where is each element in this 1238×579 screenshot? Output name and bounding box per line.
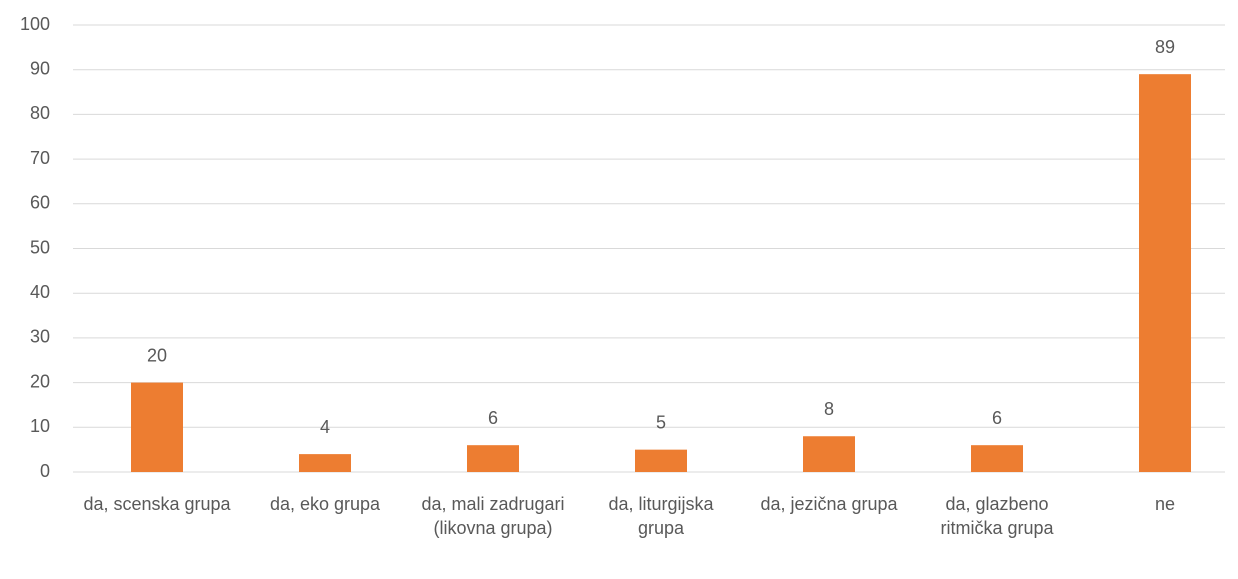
y-tick-label: 0 [40, 461, 50, 481]
bar [467, 445, 519, 472]
bar [635, 449, 687, 472]
y-tick-label: 60 [30, 193, 50, 213]
x-tick-label: da, glazbeno ritmička grupa [940, 494, 1054, 538]
x-tick-label: da, jezična grupa [760, 494, 898, 514]
data-label: 20 [147, 345, 167, 365]
x-tick-label: ne [1154, 494, 1176, 514]
bar [971, 445, 1023, 472]
bar [803, 436, 855, 472]
y-tick-label: 70 [30, 148, 50, 168]
data-label: 6 [992, 408, 1002, 428]
y-tick-label: 40 [30, 282, 50, 302]
bar [299, 454, 351, 472]
y-tick-label: 10 [30, 416, 50, 436]
y-tick-label: 90 [30, 58, 50, 78]
data-label: 89 [1155, 37, 1175, 57]
bar [131, 382, 183, 472]
data-label: 6 [488, 408, 498, 428]
y-tick-label: 20 [30, 371, 50, 391]
y-tick-label: 100 [20, 14, 50, 34]
x-tick-label: da, scenska grupa [83, 494, 231, 514]
data-label: 5 [656, 412, 666, 432]
bar [1139, 74, 1191, 473]
data-label: 4 [320, 417, 330, 437]
y-tick-label: 30 [30, 327, 50, 347]
x-tick-label: da, mali zadrugari (likovna grupa) [421, 494, 565, 538]
x-tick-label: da, liturgijska grupa [608, 494, 714, 538]
x-tick-label: da, eko grupa [269, 494, 381, 514]
y-tick-label: 50 [30, 237, 50, 257]
data-label: 8 [824, 399, 834, 419]
y-tick-label: 80 [30, 103, 50, 123]
